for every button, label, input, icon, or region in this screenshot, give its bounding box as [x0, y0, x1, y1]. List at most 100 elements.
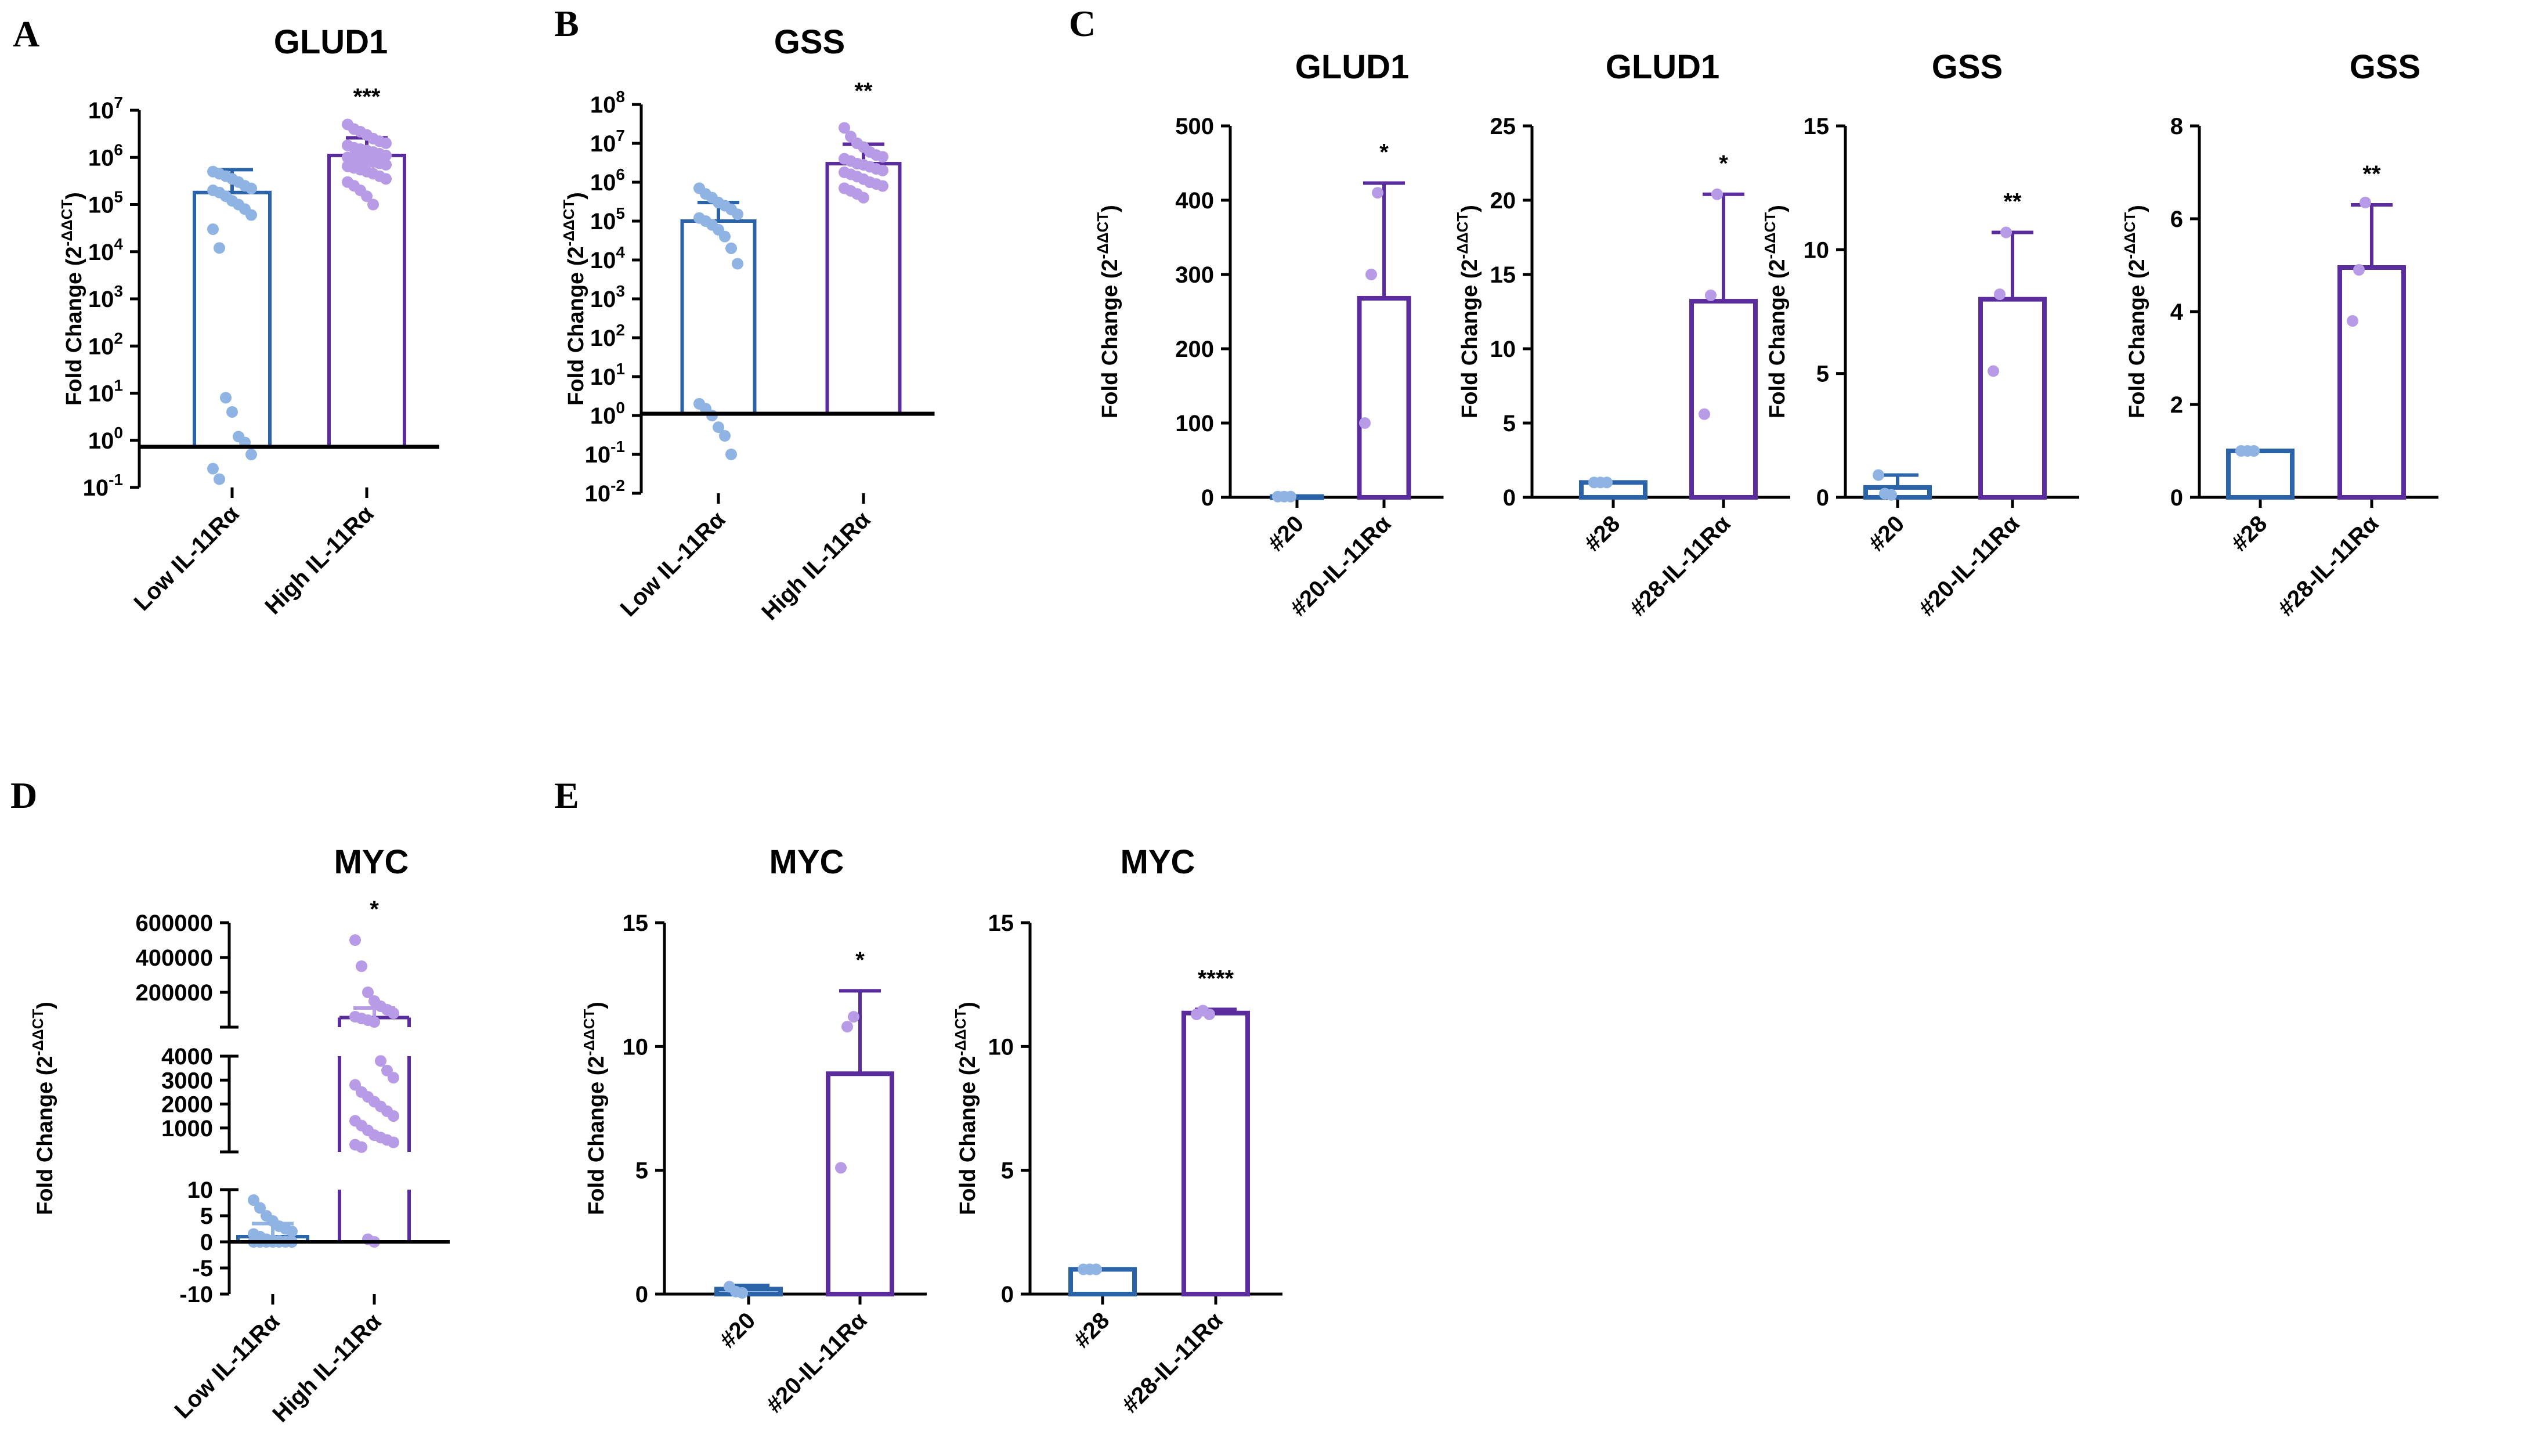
y-tick-label-3-exp: 1	[616, 360, 625, 378]
series-1-point-2	[362, 987, 374, 998]
x-tick-label-0: #28	[1580, 511, 1625, 556]
series-1-point-29	[356, 1141, 367, 1153]
y-tick-label-5: 104	[88, 235, 124, 265]
series-1-point-6	[877, 151, 888, 163]
x-tick-label-0: Low IL-11Rα	[170, 1309, 285, 1424]
y-tick-label-5: 103	[590, 282, 625, 312]
y-axis-label-sup: -ΔΔCT	[29, 1009, 46, 1056]
chart-e1: MYC 0 5 10 15 Fold Change (2-ΔΔCT) #20 #20-IL-1…	[580, 843, 927, 1418]
y-axis-label: Fold Change (2-ΔΔCT)	[952, 1002, 980, 1215]
x-tick-label-0: #28	[2227, 511, 2272, 556]
x-tick-label-0: #20	[715, 1307, 760, 1353]
y-tick-label-4: 102	[590, 321, 625, 351]
series-1-point-13	[877, 164, 888, 176]
series-1-point-0	[1359, 417, 1371, 429]
significance-label: **	[2003, 189, 2022, 214]
y-tick-label-5: 25	[1490, 114, 1516, 139]
series-1-point-0	[1988, 365, 1999, 377]
y-tick-label-2: 10	[623, 1034, 649, 1060]
y-axis-label-sup: -ΔΔCT	[1094, 212, 1111, 259]
series-0-point-18	[719, 430, 731, 442]
y-tick-label-1-0: 1000	[161, 1116, 213, 1141]
y-tick-label-7-base: 10	[590, 209, 616, 234]
series-0-point-2	[1601, 476, 1613, 489]
y-tick-label-1: 2	[2170, 392, 2183, 418]
bar-1	[2337, 265, 2406, 500]
y-tick-label-2: 10	[988, 1034, 1014, 1060]
significance-label: **	[854, 78, 873, 104]
y-tick-label-3-base: 10	[88, 334, 114, 359]
significance-label: *	[370, 897, 379, 922]
y-tick-label-1-base: 10	[88, 428, 114, 454]
y-tick-label-5-base: 10	[590, 287, 616, 312]
chart-c3: GSS 0 5 10 15 Fold Change (2-ΔΔCT) #20 #20-IL-1…	[1761, 48, 2079, 621]
y-tick-label-7: 106	[88, 140, 123, 171]
series-1-point-1	[1994, 288, 2006, 301]
series-0-point-15	[214, 242, 225, 254]
series-1-point-20	[877, 180, 888, 192]
significance-label: *	[1379, 140, 1389, 165]
y-tick-label-3-exp: 2	[114, 329, 123, 347]
series-1-point-24	[858, 192, 869, 204]
series-1-point-32	[367, 198, 379, 211]
series-1-point-0	[2347, 315, 2358, 327]
y-tick-label-4-exp: 2	[616, 321, 625, 339]
panel-letter-a: A	[13, 13, 39, 55]
series-1-point-2	[1204, 1008, 1215, 1020]
chart-title: MYC	[769, 843, 844, 881]
y-axis-label-close: )	[1458, 205, 1482, 212]
bar-1	[1978, 297, 2047, 500]
y-tick-label-2: 10	[1490, 337, 1516, 362]
series-1-point-1	[1365, 269, 1377, 280]
y-tick-label-5-exp: 4	[114, 235, 123, 253]
y-tick-label-0-exp: -2	[610, 476, 625, 494]
y-tick-label-9-base: 10	[590, 131, 616, 157]
y-tick-label-1-1: 2000	[161, 1092, 213, 1118]
y-axis-label: Fold Change (2-ΔΔCT)	[1761, 205, 1790, 418]
bar-1	[1357, 295, 1411, 500]
y-tick-label-1-3: 4000	[161, 1044, 213, 1070]
y-axis-label-text: Fold Change (2	[2125, 259, 2149, 418]
y-tick-label-4-base: 10	[88, 287, 114, 312]
x-tick-label-1: High IL-11Rα	[757, 507, 875, 625]
panel-letter-b: B	[554, 3, 579, 44]
y-axis-label-close: )	[33, 1002, 57, 1009]
y-tick-label-6: 104	[590, 243, 626, 273]
y-tick-label-1-base: 10	[585, 442, 611, 468]
y-axis-label-text: Fold Change (2	[1098, 259, 1122, 418]
series-1-point-0	[349, 934, 361, 946]
y-axis-label: Fold Change (2-ΔΔCT)	[58, 192, 86, 406]
series-1-point-2	[848, 1011, 859, 1023]
series-1-point-13	[380, 149, 392, 161]
chart-title: GLUD1	[1606, 48, 1720, 86]
series-0-point-17	[226, 406, 238, 418]
y-tick-label-1-exp: -1	[610, 438, 625, 456]
series-0-point-6	[732, 208, 743, 221]
y-tick-label-10-exp: 8	[616, 88, 625, 106]
y-tick-label-2-1: 400000	[136, 945, 213, 971]
series-0-point-6	[286, 1226, 298, 1237]
y-tick-label-0-2: 0	[200, 1230, 213, 1255]
y-tick-label-1: 5	[1001, 1158, 1014, 1184]
chart-title: GLUD1	[1295, 48, 1410, 86]
series-1-point-2	[2000, 226, 2012, 239]
y-tick-label-0: 0	[1201, 485, 1214, 511]
bar-0	[680, 219, 757, 416]
y-tick-label-2-exp: 1	[114, 377, 123, 395]
y-tick-label-0-0: -10	[179, 1282, 213, 1307]
y-axis-label-sup: -ΔΔCT	[1454, 212, 1471, 259]
x-tick-label-1: #20-IL-11Rα	[1914, 511, 2024, 621]
series-0-point-13	[732, 258, 743, 270]
y-axis-label-text: Fold Change (2	[1458, 259, 1482, 418]
y-tick-label-1: 10-1	[585, 438, 625, 468]
y-axis-label-close: )	[62, 192, 86, 200]
series-1-point-13	[388, 1072, 399, 1084]
y-tick-label-1: 5	[1503, 411, 1516, 436]
y-tick-label-9: 107	[590, 127, 625, 157]
significance-label: **	[2362, 161, 2381, 187]
y-tick-label-7-exp: 5	[616, 204, 625, 222]
y-tick-label-9-exp: 7	[616, 127, 625, 144]
